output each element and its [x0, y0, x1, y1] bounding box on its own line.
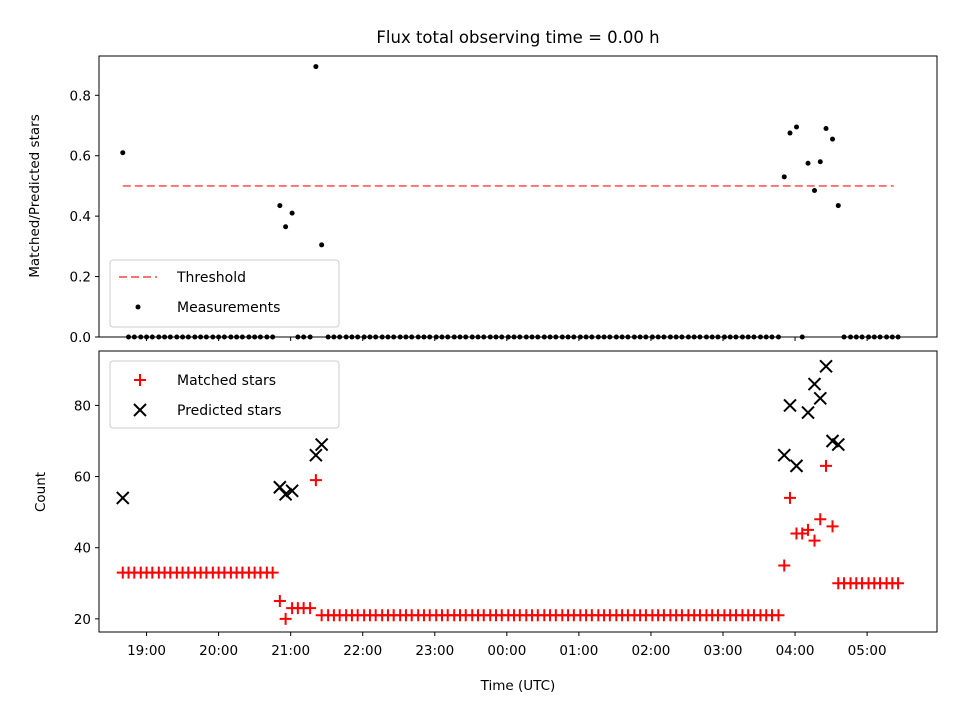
- matched-stars-point: [892, 577, 905, 590]
- y-tick-label: 0.0: [70, 330, 91, 346]
- matched-stars-point: [304, 602, 317, 615]
- bottom-x-ticks: 19:00 20:00 21:00 22:00 23:00 00:00 01:00 02:00…: [127, 632, 887, 659]
- predicted-stars-point: [314, 437, 329, 452]
- bottom-axes-frame: [98, 350, 938, 633]
- predicted-stars-point: [278, 487, 293, 502]
- measurement-point: [277, 203, 283, 209]
- y-tick-label: 60: [74, 470, 91, 486]
- chart-title: Flux total observing time = 0.00 h: [376, 28, 659, 47]
- x-tick-label: 00:00: [487, 643, 526, 659]
- predicted-stars-point: [777, 448, 791, 462]
- matched-stars-point: [826, 520, 839, 533]
- y-tick-label: 80: [74, 398, 91, 414]
- top-plot: 0.00.20.40.60.8 Matched/Predicted stars …: [27, 55, 938, 346]
- top-legend-box: [109, 259, 340, 328]
- matched-stars-point: [778, 559, 791, 572]
- matched-stars-point: [266, 566, 279, 579]
- measurement-point: [313, 64, 319, 70]
- top-axes-frame: [98, 55, 938, 338]
- measurement-point: [319, 242, 325, 248]
- matched-stars-point: [772, 609, 785, 622]
- matched-legend-label: Matched stars: [177, 373, 276, 389]
- top-legend[interactable]: Threshold Measurements: [109, 259, 340, 328]
- y-tick-label: 40: [74, 541, 91, 557]
- x-axis-label: Time (UTC): [480, 678, 556, 694]
- x-tick-label: 23:00: [415, 643, 454, 659]
- measurements-legend-swatch: [135, 304, 141, 310]
- y-tick-label: 20: [74, 612, 91, 628]
- predicted-stars-point: [116, 491, 130, 505]
- bottom-plot: 20 40 60 80 19:00 20:00 21:00 22:00 23:00 00:00 0…: [33, 350, 938, 694]
- y-tick-label: 0.4: [70, 209, 91, 225]
- y-tick-label: 0.2: [70, 270, 91, 286]
- measurement-point: [289, 210, 295, 216]
- x-tick-label: 22:00: [343, 643, 382, 659]
- measurement-point: [823, 126, 829, 132]
- measurement-point: [805, 160, 811, 166]
- measurement-point: [830, 136, 836, 142]
- top-y-ticks: 0.0 0.2 0.4 0.6 0.8: [70, 88, 99, 346]
- bottom-y-axis-label: Count: [33, 472, 49, 512]
- matched-stars-point: [273, 595, 286, 608]
- predicted-legend-label: Predicted stars: [177, 403, 282, 419]
- predicted-stars-point: [789, 459, 804, 473]
- measurement-point: [787, 130, 793, 136]
- x-tick-label: 03:00: [704, 643, 743, 659]
- measurement-point: [793, 124, 799, 130]
- x-tick-label: 19:00: [127, 643, 166, 659]
- matched-stars-point: [802, 523, 815, 536]
- bottom-y-ticks: 20 40 60 80: [74, 398, 99, 628]
- predicted-stars-point: [783, 398, 797, 413]
- threshold-legend-label: Threshold: [176, 270, 246, 286]
- predicted-stars-point: [807, 377, 822, 391]
- matched-stars-point: [309, 474, 322, 487]
- x-tick-label: 20:00: [199, 643, 238, 659]
- measurement-point: [817, 159, 823, 165]
- matched-stars-point: [820, 459, 833, 472]
- measurement-point: [812, 187, 818, 193]
- bottom-legend-box: [109, 360, 340, 429]
- matched-stars-point: [784, 491, 797, 504]
- matched-stars-point: [279, 612, 292, 625]
- predicted-stars-point: [831, 437, 845, 452]
- x-tick-label: 01:00: [559, 643, 598, 659]
- predicted-stars-point: [819, 359, 833, 374]
- matched-legend-swatch: [134, 374, 146, 386]
- measurement-point: [835, 203, 841, 209]
- predicted-stars-point: [309, 448, 323, 462]
- top-y-axis-label: Matched/Predicted stars: [27, 114, 43, 277]
- measurement-point: [781, 174, 787, 180]
- predicted-stars-point: [285, 484, 299, 498]
- predicted-stars-point: [801, 405, 815, 420]
- x-tick-label: 21:00: [271, 643, 310, 659]
- predicted-legend-swatch: [133, 403, 147, 417]
- matched-stars-point: [808, 534, 821, 547]
- predicted-stars-point: [813, 391, 827, 406]
- measurement-point: [120, 150, 126, 156]
- x-tick-label: 04:00: [776, 643, 815, 659]
- matched-stars-point: [814, 513, 827, 526]
- x-tick-label: 05:00: [848, 643, 887, 659]
- bottom-plot-marks: [116, 359, 905, 625]
- measurement-point: [283, 224, 289, 230]
- measurements-legend-label: Measurements: [177, 300, 280, 316]
- y-tick-label: 0.8: [70, 88, 91, 104]
- x-tick-label: 02:00: [631, 643, 670, 659]
- bottom-legend[interactable]: Matched stars Predicted stars: [109, 360, 340, 429]
- y-tick-label: 0.6: [70, 149, 91, 165]
